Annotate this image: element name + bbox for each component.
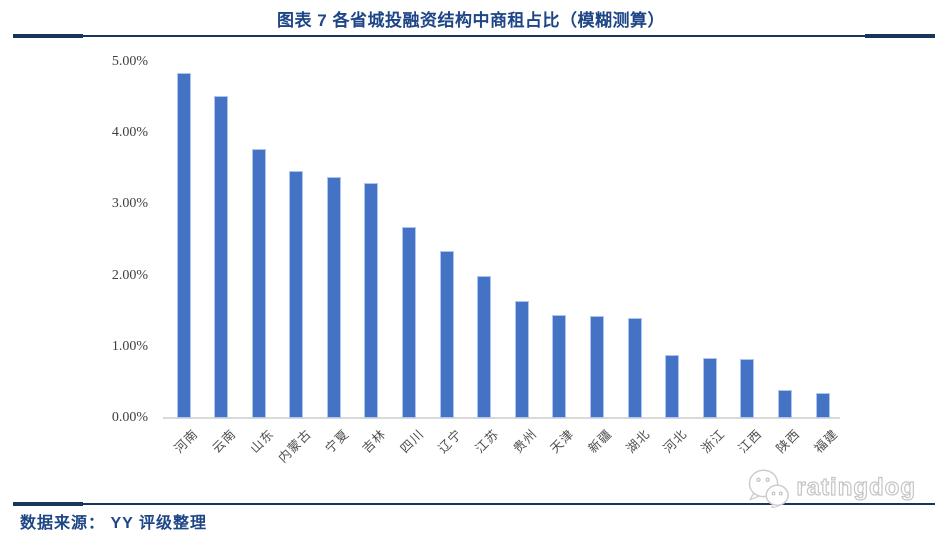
bar-河南	[176, 72, 191, 418]
x-axis-tick-label: 福建	[811, 426, 841, 456]
header-rule-cap-left	[13, 34, 83, 38]
x-axis-tick-label: 天津	[548, 426, 578, 456]
bar-贵州	[514, 300, 529, 418]
x-axis-tick-label: 河南	[172, 426, 202, 456]
header-rule-cap-right	[865, 34, 935, 38]
bar-湖北	[627, 317, 642, 418]
bar-山东	[251, 148, 266, 418]
x-axis-tick-label: 新疆	[585, 426, 615, 456]
y-axis-tick-label: 5.00%	[111, 54, 148, 69]
bar-天津	[552, 314, 567, 418]
x-axis-tick-label: 云南	[209, 426, 239, 456]
figure-title: 图表 7 各省城投融资结构中商租占比（模糊测算）	[277, 11, 665, 30]
bar-陕西	[777, 389, 792, 418]
bar-辽宁	[439, 250, 454, 418]
x-axis-tick-label: 宁夏	[322, 426, 352, 456]
x-axis-tick-label: 陕西	[773, 426, 803, 456]
x-axis-tick-label: 四川	[397, 426, 427, 456]
bar-内蒙古	[289, 170, 304, 418]
footer-rule-line	[13, 503, 935, 505]
x-axis-tick-label: 江苏	[472, 426, 502, 456]
header-rule-line	[13, 35, 935, 37]
bar-宁夏	[326, 176, 341, 418]
bar-吉林	[364, 183, 379, 418]
x-axis-line	[163, 417, 840, 419]
x-axis-tick-label: 吉林	[360, 426, 390, 456]
chat-bubbles-icon	[749, 469, 790, 508]
ratingdog-watermark: ratingdog	[746, 468, 916, 508]
bar-浙江	[702, 358, 717, 418]
x-axis-tick-label: 浙江	[698, 426, 728, 456]
y-axis-tick-label: 4.00%	[111, 125, 148, 141]
source-note: 数据来源： YY 评级整理	[20, 515, 207, 532]
x-axis-tick-label: 贵州	[510, 426, 540, 456]
bar-云南	[214, 96, 229, 418]
bar-江西	[740, 358, 755, 418]
bar-四川	[402, 227, 417, 418]
footer-rule-cap-left	[13, 502, 83, 506]
x-axis-tick-label: 内蒙古	[275, 426, 314, 466]
y-axis-tick-label: 2.00%	[111, 267, 148, 283]
x-axis-tick-label: 江西	[736, 426, 766, 456]
bar-新疆	[589, 316, 604, 418]
x-axis-tick-label: 辽宁	[435, 426, 465, 456]
y-axis-tick-label: 1.00%	[111, 338, 148, 354]
logo-text: ratingdog	[796, 473, 916, 501]
y-axis-tick-label: 3.00%	[111, 196, 148, 212]
bar-江苏	[477, 275, 492, 418]
x-axis-tick-label: 湖北	[623, 426, 653, 456]
y-axis-tick-label: 0.00%	[111, 410, 148, 425]
x-axis-tick-label: 河北	[660, 426, 690, 456]
bar-河北	[665, 354, 680, 418]
bar-福建	[815, 393, 830, 418]
